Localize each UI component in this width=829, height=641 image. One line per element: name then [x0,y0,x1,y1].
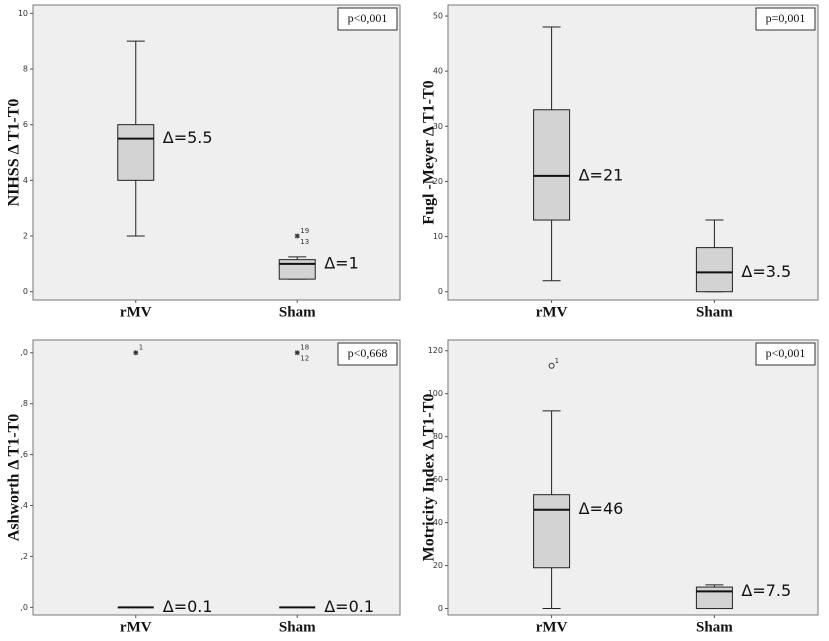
y-tick-label: ,4 [20,501,28,510]
delta-annotation: Δ=1 [324,253,359,272]
outlier-label: 19 [300,227,309,235]
box [117,124,155,181]
x-tick-label: Sham [696,304,733,320]
y-axis-label: Ashworth Δ T1-T0 [6,414,23,541]
x-tick-label: Sham [279,619,316,635]
outlier-label: 1 [555,357,559,365]
y-tick-label: 0 [438,287,443,296]
x-tick-label: rMV [536,304,568,320]
box [278,259,316,280]
y-tick-label: ,6 [20,450,28,459]
pvalue-box [337,342,398,366]
outlier [294,233,300,239]
y-tick-label: 6 [23,120,28,129]
y-tick-label: 10 [433,232,443,241]
plot-area [32,339,401,616]
y-tick-label: 0 [438,604,443,613]
y-tick-label: 120 [428,346,443,355]
y-tick-label: 100 [428,389,443,398]
plot-area [32,4,401,301]
delta-annotation: Δ=0.1 [163,597,213,616]
box [695,247,733,293]
pvalue: p<0,001 [348,11,388,25]
delta-annotation: Δ=7.5 [741,581,791,600]
delta-annotation: Δ=46 [579,499,624,518]
delta-annotation: Δ=5.5 [163,128,213,147]
pvalue-box [755,342,816,366]
outlier-label: 1 [139,344,143,352]
x-tick-label: rMV [120,619,152,635]
box [533,109,571,221]
y-tick-label: 0 [23,287,28,296]
x-tick-label: Sham [696,619,733,635]
y-tick-label: 80 [433,432,443,441]
pvalue: p<0,668 [348,346,388,360]
x-tick-label: rMV [536,619,568,635]
y-axis-label: Motricity Index Δ T1-T0 [421,394,438,562]
delta-annotation: Δ=3.5 [741,262,791,281]
delta-annotation: Δ=21 [579,165,624,184]
pvalue-box [755,7,816,31]
outlier-label: 13 [300,238,309,246]
plot-area [447,339,819,616]
outlier [294,350,300,356]
y-tick-label: 40 [433,67,443,76]
y-tick-label: 8 [23,65,28,74]
y-tick-label: 60 [433,475,443,484]
y-tick-label: 10 [18,9,28,18]
outlier [548,362,555,369]
plot-area [447,4,819,301]
box [695,586,733,610]
delta-annotation: Δ=0.1 [324,597,374,616]
pvalue: p<0,001 [766,346,806,360]
y-axis-label: Fugl -Meyer Δ T1-T0 [421,80,438,224]
y-axis-label: NIHSS Δ T1-T0 [6,99,23,207]
y-tick-label: ,0 [20,603,28,612]
y-tick-label: ,0 [20,348,28,357]
y-tick-label: 40 [433,518,443,527]
y-tick-label: ,8 [20,399,28,408]
y-tick-label: 2 [23,231,28,240]
pvalue-box [337,7,398,31]
outlier-label: 18 [300,344,309,352]
y-tick-label: 4 [23,176,28,185]
x-tick-label: Sham [279,304,316,320]
x-tick-label: rMV [120,304,152,320]
pvalue: p=0,001 [766,11,806,25]
y-tick-label: ,2 [20,552,28,561]
y-tick-label: 30 [433,122,443,131]
y-tick-label: 50 [433,12,443,21]
y-tick-label: 20 [433,561,443,570]
y-tick-label: 20 [433,177,443,186]
box [533,494,571,569]
outlier-label: 12 [300,355,309,363]
outlier [133,350,139,356]
